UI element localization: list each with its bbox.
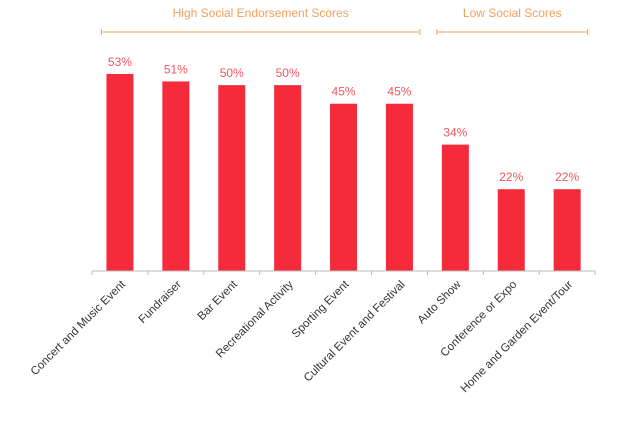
bar bbox=[162, 81, 190, 271]
value-label: 45% bbox=[387, 85, 411, 99]
category-label: Cultural Event and Festival bbox=[302, 279, 408, 385]
bars bbox=[106, 74, 581, 272]
value-label: 50% bbox=[276, 66, 300, 80]
bar bbox=[385, 103, 413, 272]
category-label: Sporting Event bbox=[290, 278, 352, 340]
bar bbox=[106, 74, 134, 271]
category-labels: Concert and Music Event Fundraiser Bar Eve… bbox=[29, 278, 576, 395]
bar bbox=[497, 189, 525, 271]
value-label: 34% bbox=[443, 126, 467, 140]
group-label: Low Social Scores bbox=[463, 6, 562, 20]
value-label: 53% bbox=[108, 55, 132, 69]
category-label: Concert and Music Event bbox=[29, 278, 129, 378]
value-label: 22% bbox=[555, 170, 579, 184]
bar bbox=[553, 189, 581, 271]
value-label: 45% bbox=[332, 85, 356, 99]
category-label: Home and Garden Event/Tour bbox=[459, 279, 576, 396]
value-label: 51% bbox=[164, 62, 188, 76]
category-label: Fundraiser bbox=[137, 279, 184, 326]
value-label: 50% bbox=[220, 66, 244, 80]
x-axis-ticks bbox=[91, 271, 596, 275]
group-brackets: High Social Endorsement Scores Low Social… bbox=[100, 6, 589, 35]
value-labels: 53% 51% 50% 50% 45% 45% 34% 22% 22% bbox=[108, 55, 580, 184]
value-label: 22% bbox=[499, 170, 523, 184]
bar bbox=[274, 85, 302, 271]
bar bbox=[218, 85, 246, 271]
category-label: Bar Event bbox=[196, 278, 241, 323]
category-label: Auto Show bbox=[416, 278, 464, 326]
bar bbox=[330, 103, 358, 272]
bar bbox=[441, 144, 469, 271]
group-label: High Social Endorsement Scores bbox=[173, 6, 349, 20]
